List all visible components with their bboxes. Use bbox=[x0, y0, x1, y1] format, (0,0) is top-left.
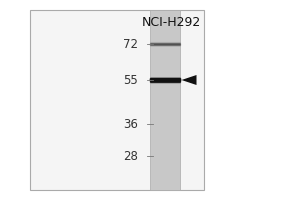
Bar bbox=[150, 10, 180, 190]
Text: 55: 55 bbox=[123, 73, 138, 86]
Text: 28: 28 bbox=[123, 150, 138, 162]
Text: 36: 36 bbox=[123, 117, 138, 130]
Text: NCI-H292: NCI-H292 bbox=[141, 16, 201, 29]
Text: 72: 72 bbox=[123, 38, 138, 50]
Bar bbox=[30, 10, 204, 190]
Polygon shape bbox=[182, 75, 196, 85]
